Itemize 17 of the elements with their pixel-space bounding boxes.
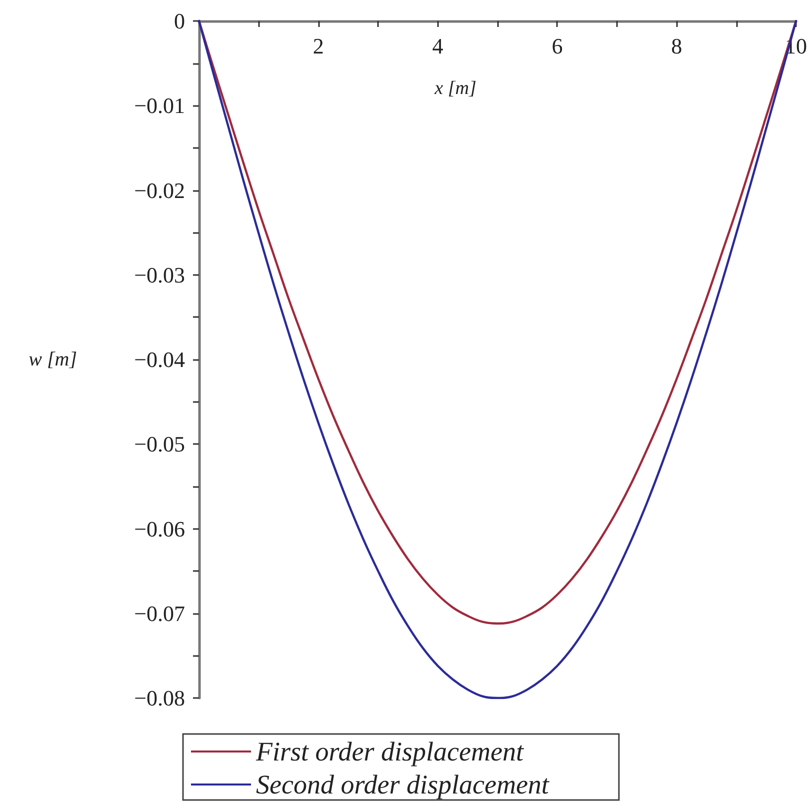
x-tick-label: 8 [671,34,682,58]
y-tick-label: −0.06 [134,516,185,542]
y-tick-label: −0.07 [134,600,185,626]
legend-label: First order displacement [255,736,525,766]
x-tick-label: 2 [312,34,324,58]
y-tick-label: 0 [174,8,185,34]
x-axis-title: x [m] [434,78,476,99]
y-tick-label: −0.03 [134,262,185,288]
y-tick-label: −0.01 [134,93,185,118]
x-tick-label: 6 [552,34,563,58]
x-tick-label: 4 [432,34,444,58]
y-tick-label: −0.04 [134,347,185,372]
legend-label: Second order displacement [256,770,550,800]
y-tick-label: −0.08 [134,686,185,710]
y-tick-label: −0.05 [134,432,185,457]
y-tick-label: −0.02 [134,178,185,203]
y-axis-title: w [m] [28,348,77,370]
